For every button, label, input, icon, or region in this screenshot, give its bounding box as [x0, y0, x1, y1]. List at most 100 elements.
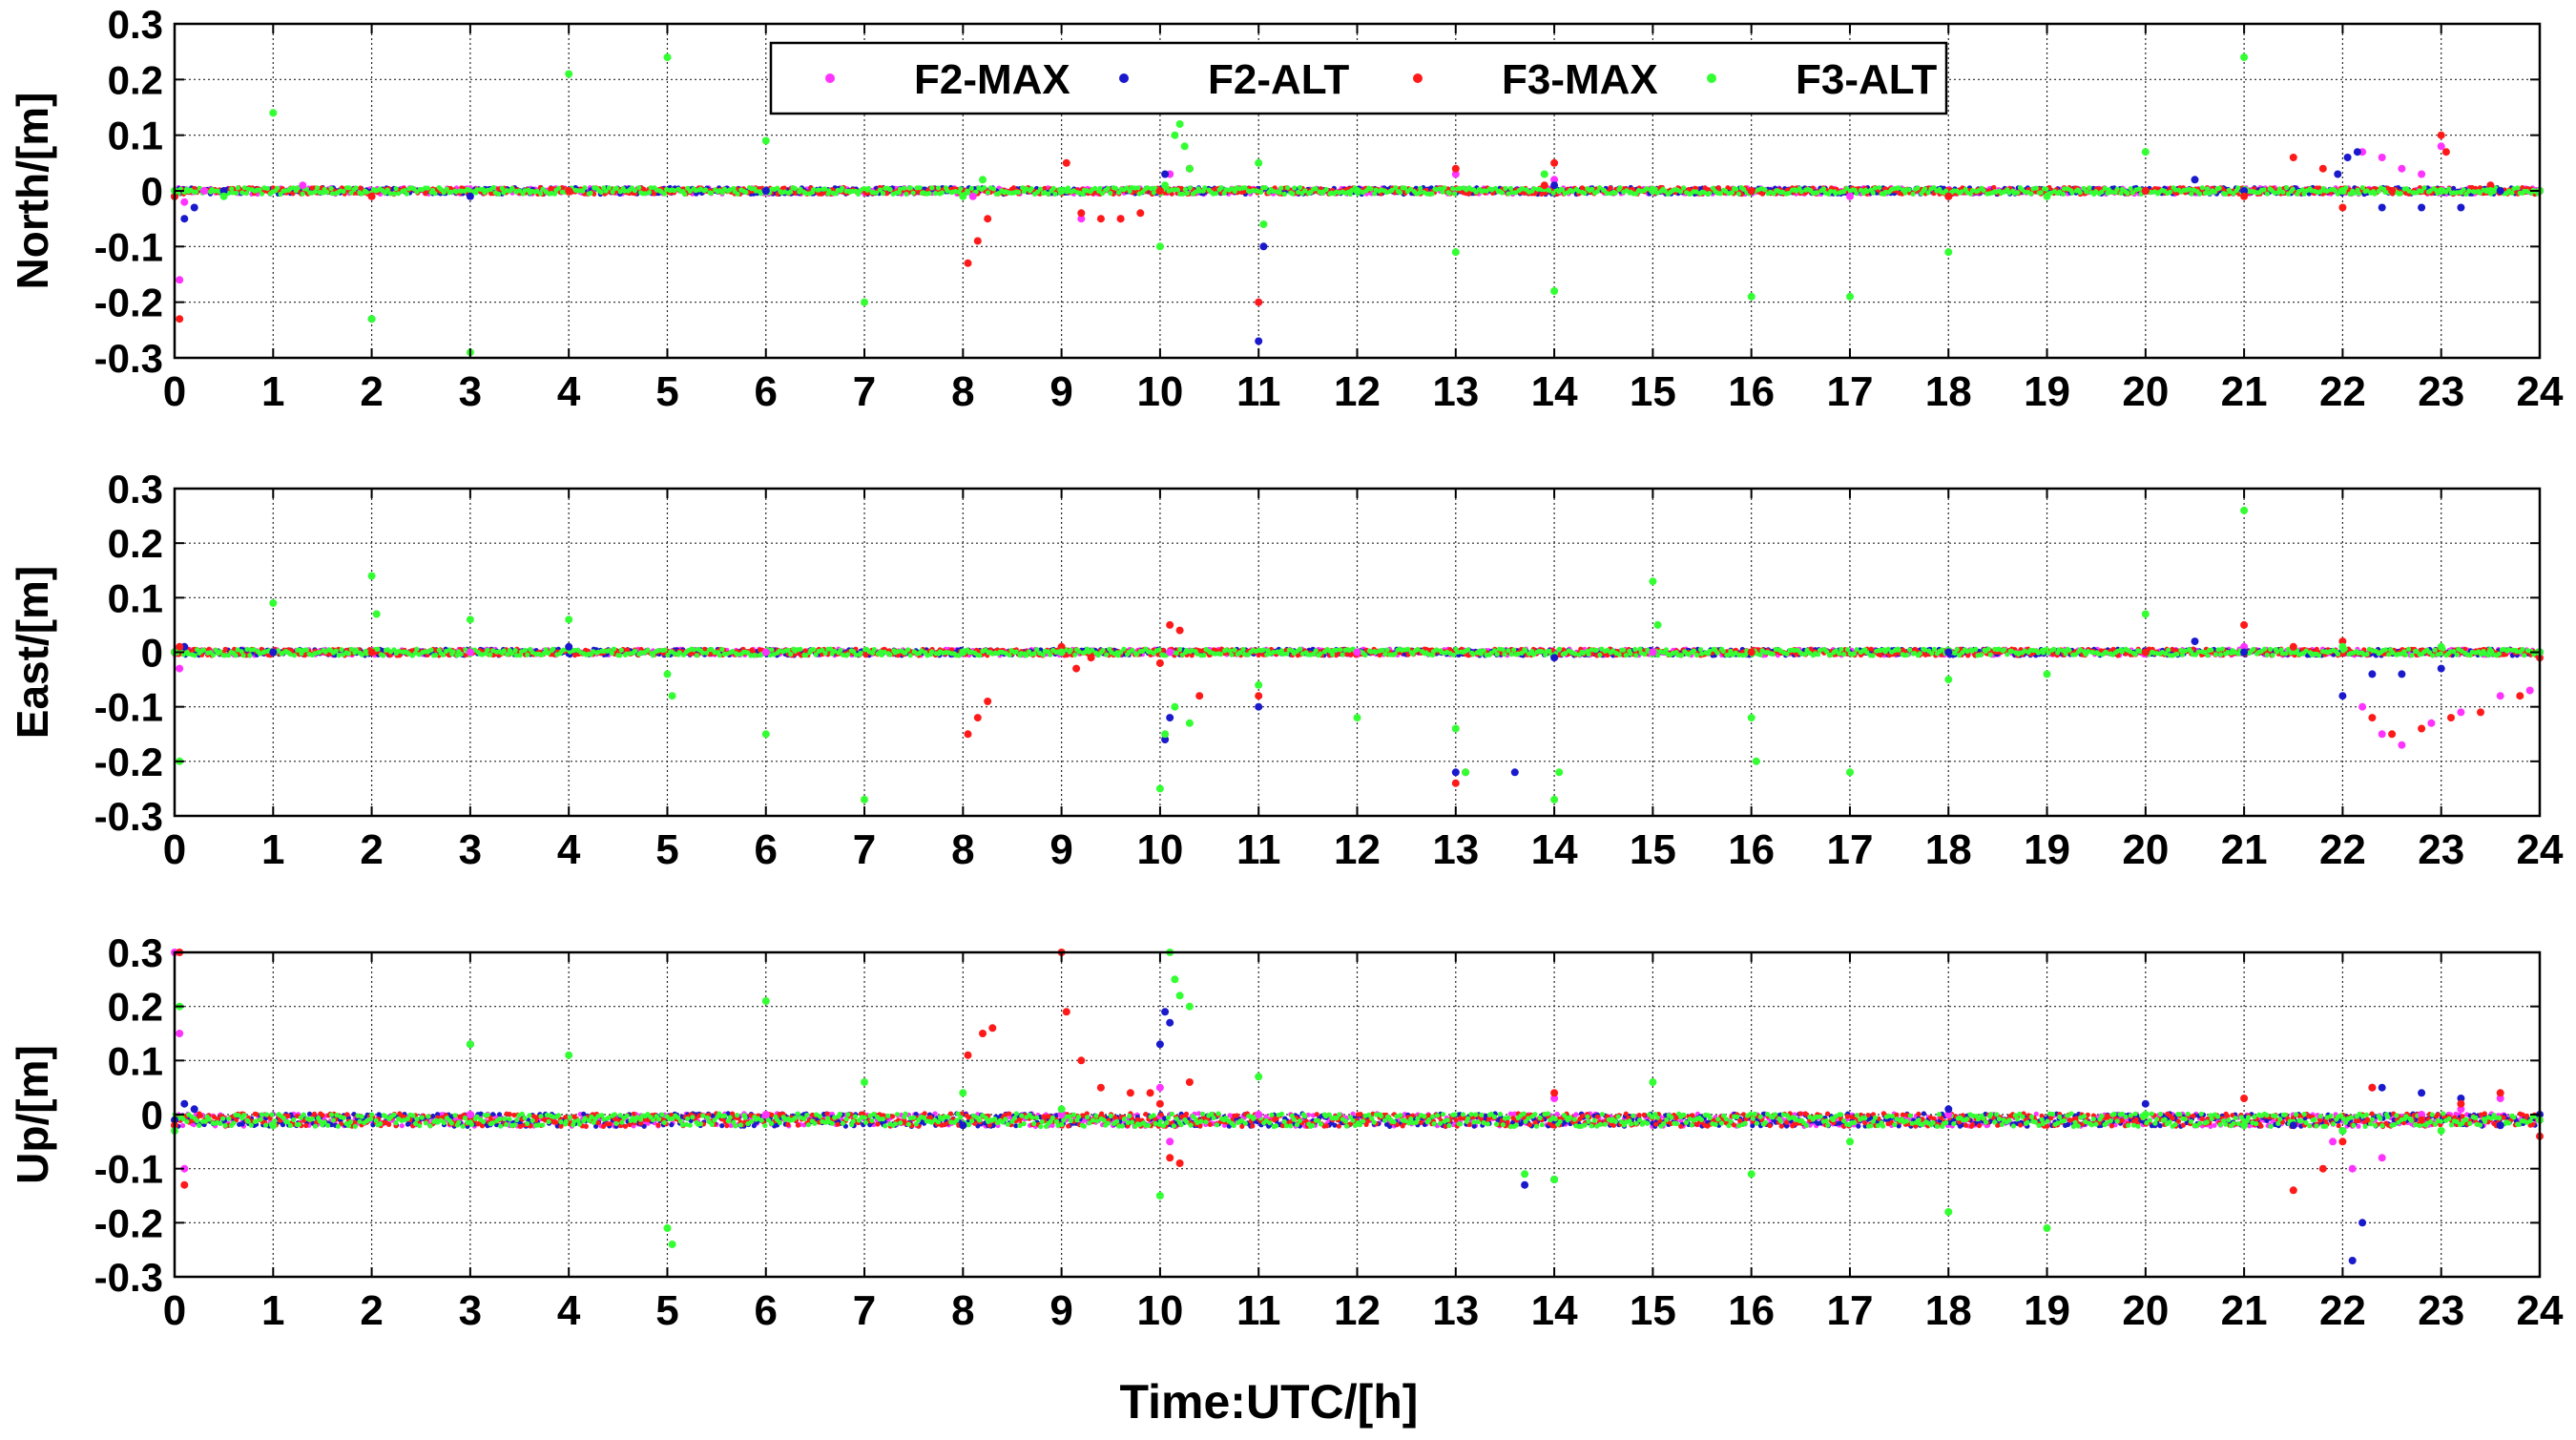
baseline-point — [2125, 191, 2129, 196]
baseline-point — [1368, 186, 1373, 191]
baseline-point — [2200, 185, 2205, 190]
x-tick-label: 14 — [1531, 368, 1578, 415]
y-tick-label: -0.1 — [94, 224, 163, 269]
data-point — [2334, 171, 2341, 178]
baseline-point — [1716, 185, 1721, 190]
baseline-point — [582, 185, 587, 190]
data-point — [1550, 287, 1558, 295]
baseline-point — [234, 191, 239, 196]
baseline-point — [1298, 185, 1302, 190]
baseline-point — [329, 186, 334, 191]
baseline-point — [1285, 185, 1290, 190]
data-point — [1161, 181, 1169, 189]
baseline-point — [2515, 185, 2520, 190]
data-point — [969, 193, 977, 200]
data-point — [2290, 154, 2297, 161]
baseline-point — [1278, 186, 1283, 191]
baseline-point — [1038, 187, 1043, 192]
baseline-point — [2261, 187, 2266, 192]
data-point — [2142, 187, 2150, 195]
data-point — [180, 198, 188, 206]
baseline-point — [1734, 187, 1738, 192]
baseline-point — [1871, 191, 1876, 196]
data-point — [1944, 248, 1952, 256]
data-point — [2438, 132, 2445, 139]
baseline-point — [1877, 185, 1881, 190]
x-tick-label: 23 — [2418, 368, 2464, 415]
data-point — [1452, 165, 1460, 173]
baseline-point — [743, 190, 748, 195]
baseline-point — [2069, 191, 2074, 196]
baseline-point — [1282, 192, 1287, 197]
data-point — [1097, 215, 1105, 222]
baseline-point — [1016, 190, 1021, 195]
baseline-point — [432, 191, 437, 196]
baseline-point — [1503, 186, 1507, 191]
data-point — [1846, 193, 1854, 200]
baseline-point — [2421, 185, 2426, 190]
data-point — [368, 193, 376, 200]
data-point — [2044, 193, 2051, 200]
data-point — [861, 299, 868, 306]
data-point — [2344, 154, 2352, 161]
baseline-point — [1613, 191, 1618, 196]
baseline-point — [364, 190, 369, 195]
baseline-point — [2291, 187, 2296, 192]
x-tick-label: 15 — [1630, 368, 1676, 415]
baseline-point — [936, 185, 941, 190]
x-tick-label: 20 — [2122, 368, 2169, 415]
data-point — [200, 187, 208, 195]
baseline-point — [1188, 185, 1193, 190]
data-point — [2240, 53, 2248, 61]
baseline-point — [2509, 191, 2514, 196]
baseline-point — [2284, 185, 2289, 190]
baseline-point — [940, 190, 945, 195]
baseline-point — [1854, 191, 1859, 196]
x-tick-label: 2 — [360, 368, 383, 415]
baseline-point — [2462, 187, 2466, 192]
data-point — [1649, 187, 1656, 195]
data-point — [2457, 204, 2464, 212]
x-tick-label: 13 — [1432, 368, 1479, 415]
data-point — [269, 109, 277, 116]
baseline-point — [394, 186, 399, 191]
baseline-point — [1821, 186, 1826, 191]
baseline-point — [662, 192, 667, 197]
x-tick-label: 12 — [1334, 368, 1381, 415]
baseline-point — [1991, 185, 1996, 190]
data-point — [180, 215, 188, 222]
baseline-point — [636, 185, 641, 190]
baseline-point — [1290, 191, 1295, 196]
baseline-point — [491, 185, 496, 190]
data-point — [1186, 165, 1194, 173]
data-point — [959, 193, 966, 200]
baseline-point — [911, 191, 916, 196]
baseline-point — [265, 186, 270, 191]
y-tick-label: -0.3 — [94, 336, 163, 381]
baseline-point — [1097, 186, 1102, 191]
baseline-point — [958, 186, 963, 191]
data-point — [965, 260, 972, 267]
baseline-point — [324, 190, 329, 195]
data-point — [1117, 215, 1125, 222]
data-point — [2486, 187, 2494, 195]
baseline-point — [2399, 191, 2403, 196]
baseline-point — [736, 192, 740, 197]
data-point — [2418, 171, 2425, 178]
baseline-point — [1258, 190, 1263, 195]
baseline-point — [2300, 187, 2305, 192]
data-point — [974, 238, 982, 245]
baseline-point — [1922, 186, 1927, 191]
x-tick-label: 11 — [1236, 368, 1281, 415]
baseline-point — [2197, 192, 2202, 197]
baseline-point — [1113, 186, 1118, 191]
data-point — [984, 215, 991, 222]
data-point — [664, 53, 672, 61]
baseline-point — [816, 187, 821, 192]
baseline-point — [500, 186, 505, 191]
data-point — [1452, 248, 1460, 256]
baseline-point — [1278, 190, 1282, 195]
